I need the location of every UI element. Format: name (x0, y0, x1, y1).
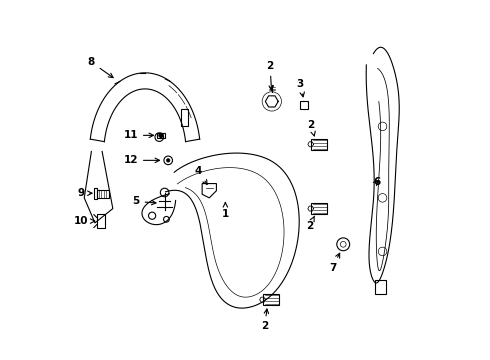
Text: 7: 7 (329, 253, 340, 273)
Circle shape (167, 158, 170, 162)
Text: 2: 2 (307, 120, 315, 136)
Text: 4: 4 (195, 166, 207, 184)
Text: 8: 8 (88, 57, 113, 78)
Text: 9: 9 (77, 188, 92, 198)
Text: 3: 3 (297, 78, 304, 97)
Text: 6: 6 (373, 177, 381, 187)
Text: 2: 2 (267, 61, 273, 90)
Text: 10: 10 (74, 216, 95, 226)
Text: 12: 12 (123, 156, 160, 165)
Text: 5: 5 (132, 197, 156, 206)
Text: 2: 2 (261, 309, 269, 332)
Circle shape (159, 133, 163, 138)
Text: 11: 11 (123, 130, 153, 140)
Text: 1: 1 (222, 203, 229, 219)
Text: 2: 2 (306, 216, 315, 231)
